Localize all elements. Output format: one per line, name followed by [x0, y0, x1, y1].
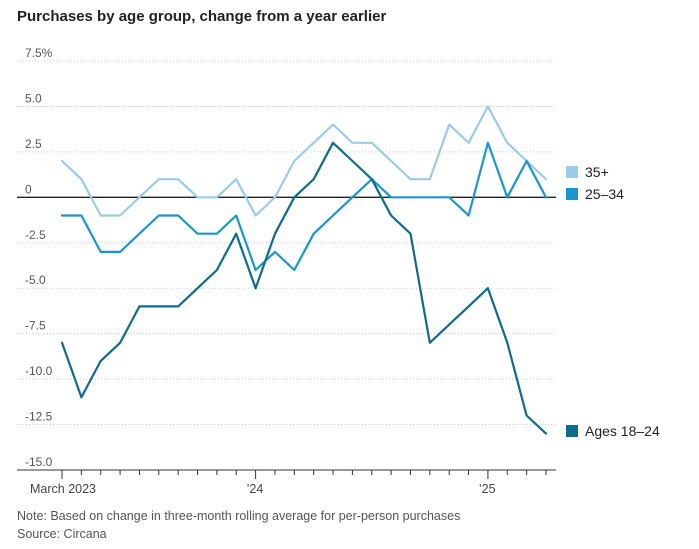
chart-source: Source: Circana [17, 527, 107, 541]
y-tick-label: -2.5 [25, 228, 46, 242]
x-tick-label: ’24 [247, 482, 264, 496]
gridlines [17, 60, 556, 426]
y-tick-label: 7.5% [25, 46, 53, 60]
legend-swatch [566, 188, 578, 200]
series-lines [60, 105, 548, 435]
y-tick-label: 0 [25, 182, 32, 196]
series-line [60, 105, 548, 217]
y-tick-label: 5.0 [25, 91, 42, 105]
y-tick-label: 2.5 [25, 137, 42, 151]
y-tick-label: -10.0 [25, 364, 53, 378]
y-tick-label: -12.5 [25, 410, 53, 424]
y-tick-label: -7.5 [25, 319, 46, 333]
legend-label: 25–34 [585, 186, 624, 202]
legend-swatch [566, 166, 578, 178]
series-line [60, 141, 548, 435]
chart-note: Note: Based on change in three-month rol… [17, 509, 461, 523]
chart-title: Purchases by age group, change from a ye… [17, 8, 387, 25]
x-tick-label: ’25 [479, 482, 496, 496]
x-tick-label: March 2023 [30, 482, 96, 496]
series-line [60, 141, 548, 272]
y-axis-tick-labels: 7.5% 5.0 2.5 0 -2.5 -5.0 -7.5 -10.0 -12.5 -15.0 [25, 46, 53, 469]
y-tick-label: -15.0 [25, 455, 53, 469]
y-tick-label: -5.0 [25, 273, 46, 287]
legend-label: 35+ [585, 164, 609, 180]
legend: 35+ 25–34 Ages 18–24 [566, 164, 660, 439]
legend-swatch [566, 425, 578, 437]
x-axis: March 2023 ’24 ’25 [17, 469, 556, 496]
legend-label: Ages 18–24 [585, 423, 660, 439]
